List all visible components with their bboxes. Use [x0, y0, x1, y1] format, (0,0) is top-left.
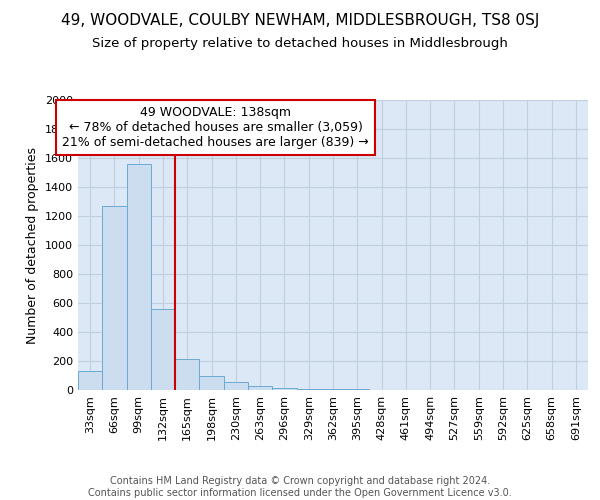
Text: Contains HM Land Registry data © Crown copyright and database right 2024.
Contai: Contains HM Land Registry data © Crown c… [88, 476, 512, 498]
Bar [78, 371, 102, 390]
Bar [248, 386, 272, 390]
Bar [127, 164, 151, 390]
Bar [102, 206, 127, 390]
Y-axis label: Number of detached properties: Number of detached properties [26, 146, 40, 344]
Bar [175, 359, 199, 390]
Text: 49, WOODVALE, COULBY NEWHAM, MIDDLESBROUGH, TS8 0SJ: 49, WOODVALE, COULBY NEWHAM, MIDDLESBROU… [61, 12, 539, 28]
Bar [296, 388, 321, 390]
Bar [199, 376, 224, 390]
Text: 49 WOODVALE: 138sqm
← 78% of detached houses are smaller (3,059)
21% of semi-det: 49 WOODVALE: 138sqm ← 78% of detached ho… [62, 106, 369, 149]
Bar [224, 382, 248, 390]
Bar [272, 388, 296, 390]
Bar [151, 309, 175, 390]
Text: Size of property relative to detached houses in Middlesbrough: Size of property relative to detached ho… [92, 38, 508, 51]
